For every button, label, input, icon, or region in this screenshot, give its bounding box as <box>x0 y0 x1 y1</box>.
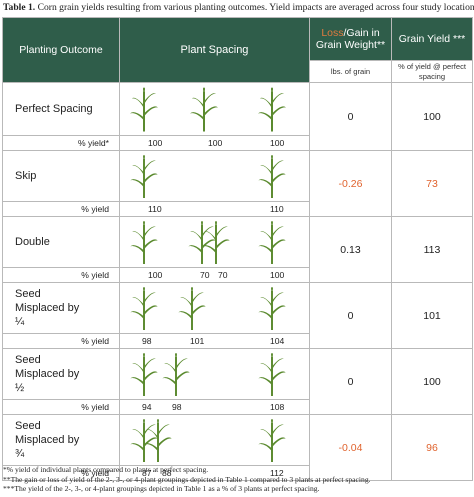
yield-row: % yield 98 101 104 <box>2 333 473 349</box>
plant-yield-value: 70 <box>218 270 228 280</box>
planting-outcome-label: Seed Misplaced by ¼ <box>2 282 120 334</box>
footnote-2: **The gain or loss of yield of the 2-, 3… <box>3 474 371 484</box>
caption-label: Table 1. <box>3 2 36 13</box>
corn-plant-icon <box>258 221 286 264</box>
caption-text: Corn grain yields resulting from various… <box>35 2 474 13</box>
plant-yield-value: 100 <box>208 138 223 148</box>
planting-outcome-label: Seed Misplaced by ¾ <box>2 414 120 466</box>
header-outcome: Planting Outcome <box>2 17 120 83</box>
plant-spacing-diagram <box>119 414 310 466</box>
corn-plant-icon <box>130 87 158 132</box>
plant-yield-value: 88 <box>162 468 172 478</box>
corn-plant-icon <box>258 87 286 132</box>
corn-plant-icon <box>258 353 286 396</box>
loss-gain-value: 0 <box>309 348 392 415</box>
yield-row: % yield* 100 100 100 <box>2 135 473 151</box>
outcome-row: Double 0.13 113 <box>2 216 473 283</box>
yield-row-label: % yield <box>2 267 120 283</box>
loss-gain-value: -0.04 <box>309 414 392 481</box>
yield-row-label: % yield <box>2 201 120 217</box>
corn-plant-icon <box>258 419 286 462</box>
plant-spacing-diagram <box>119 82 310 136</box>
planting-outcome-label: Double <box>2 216 120 268</box>
grain-yield-value: 100 <box>391 82 473 151</box>
loss-gain-value: 0 <box>309 282 392 349</box>
plant-yield-value: 87 <box>142 468 152 478</box>
plant-yield-value: 94 <box>142 402 152 412</box>
loss-gain-value: 0.13 <box>309 216 392 283</box>
plant-yield-value: 98 <box>142 336 152 346</box>
grain-yield-value: 101 <box>391 282 473 349</box>
corn-plant-icon <box>130 287 158 330</box>
loss-gain-value: 0 <box>309 82 392 151</box>
plant-yield-value: 110 <box>148 204 162 214</box>
plant-yield-value: 112 <box>270 468 284 478</box>
yield-row: % yield 100 70 70 100 <box>2 267 473 283</box>
header-spacing: Plant Spacing <box>119 17 310 83</box>
planting-outcome-label: Skip <box>2 150 120 202</box>
corn-plant-icon <box>188 221 216 264</box>
subheader-yield-pct: % of yield @ perfect spacing <box>391 60 473 83</box>
plant-yield-value: 108 <box>270 402 285 412</box>
yield-percentages: 87 88 112 <box>119 465 310 481</box>
planting-outcome-label: Perfect Spacing <box>2 82 120 136</box>
plant-spacing-diagram <box>119 150 310 202</box>
plant-yield-value: 100 <box>270 270 285 280</box>
yield-row: % yield 94 98 108 <box>2 399 473 415</box>
planting-outcome-label: Seed Misplaced by ½ <box>2 348 120 400</box>
yield-percentages: 98 101 104 <box>119 333 310 349</box>
grain-yield-value: 100 <box>391 348 473 415</box>
plant-yield-value: 110 <box>270 204 284 214</box>
footnote-1: *% yield of individual plants compared t… <box>3 465 209 474</box>
header-loss-word: Loss <box>321 27 344 39</box>
outcome-row: Seed Misplaced by ¾ -0.04 96 <box>2 414 473 481</box>
corn-plant-icon <box>144 419 172 462</box>
yield-row-label: % yield <box>2 333 120 349</box>
yield-row-label: % yield* <box>2 135 120 151</box>
plant-yield-value: 101 <box>190 336 205 346</box>
loss-gain-value: -0.26 <box>309 150 392 217</box>
subheader-lbs: lbs. of grain <box>309 60 392 83</box>
grain-yield-value: 113 <box>391 216 473 283</box>
plant-yield-value: 98 <box>172 402 182 412</box>
outcome-row: Seed Misplaced by ½ 0 100 <box>2 348 473 415</box>
yield-percentages: 110 110 <box>119 201 310 217</box>
footnote-3: ***The yield of the 2-, 3-, or 4-plant g… <box>3 484 320 493</box>
plant-yield-value: 100 <box>148 138 163 148</box>
corn-plant-icon <box>130 155 158 198</box>
grain-yield-value: 73 <box>391 150 473 217</box>
yield-percentages: 100 70 70 100 <box>119 267 310 283</box>
corn-plant-icon <box>202 221 230 264</box>
plant-yield-value: 100 <box>270 138 285 148</box>
corn-plant-icon <box>258 155 286 198</box>
plant-yield-value: 100 <box>148 270 163 280</box>
plant-yield-value: 104 <box>270 336 285 346</box>
outcome-row: Skip -0.26 73 <box>2 150 473 217</box>
yield-row-label: % yield <box>2 465 120 481</box>
header-gain-rest: /Gain in Grain Weight** <box>315 27 386 51</box>
corn-plant-icon <box>178 287 206 330</box>
yield-row: % yield 87 88 112 <box>2 465 473 481</box>
plant-yield-value: 70 <box>200 270 210 280</box>
plant-spacing-diagram <box>119 348 310 400</box>
yield-percentages: 100 100 100 <box>119 135 310 151</box>
header-grain-yield: Grain Yield *** <box>391 17 473 61</box>
yield-percentages: 94 98 108 <box>119 399 310 415</box>
yield-table: Planting Outcome Plant Spacing Loss/Gain… <box>2 17 473 481</box>
corn-plant-icon <box>130 221 158 264</box>
grain-yield-value: 96 <box>391 414 473 481</box>
yield-row-label: % yield <box>2 399 120 415</box>
plant-spacing-diagram <box>119 282 310 334</box>
outcome-row: Seed Misplaced by ¼ 0 101 <box>2 282 473 349</box>
corn-plant-icon <box>190 87 218 132</box>
footnotes: *% yield of individual plants compared t… <box>3 465 371 494</box>
header-loss-gain: Loss/Gain in Grain Weight** <box>309 17 392 61</box>
plant-spacing-diagram <box>119 216 310 268</box>
corn-plant-icon <box>130 353 158 396</box>
corn-plant-icon <box>162 353 190 396</box>
outcome-row: Perfect Spacing 0 100 <box>2 82 473 151</box>
corn-plant-icon <box>258 287 286 330</box>
table-caption: Table 1. Corn grain yields resulting fro… <box>0 0 474 16</box>
corn-plant-icon <box>130 419 158 462</box>
